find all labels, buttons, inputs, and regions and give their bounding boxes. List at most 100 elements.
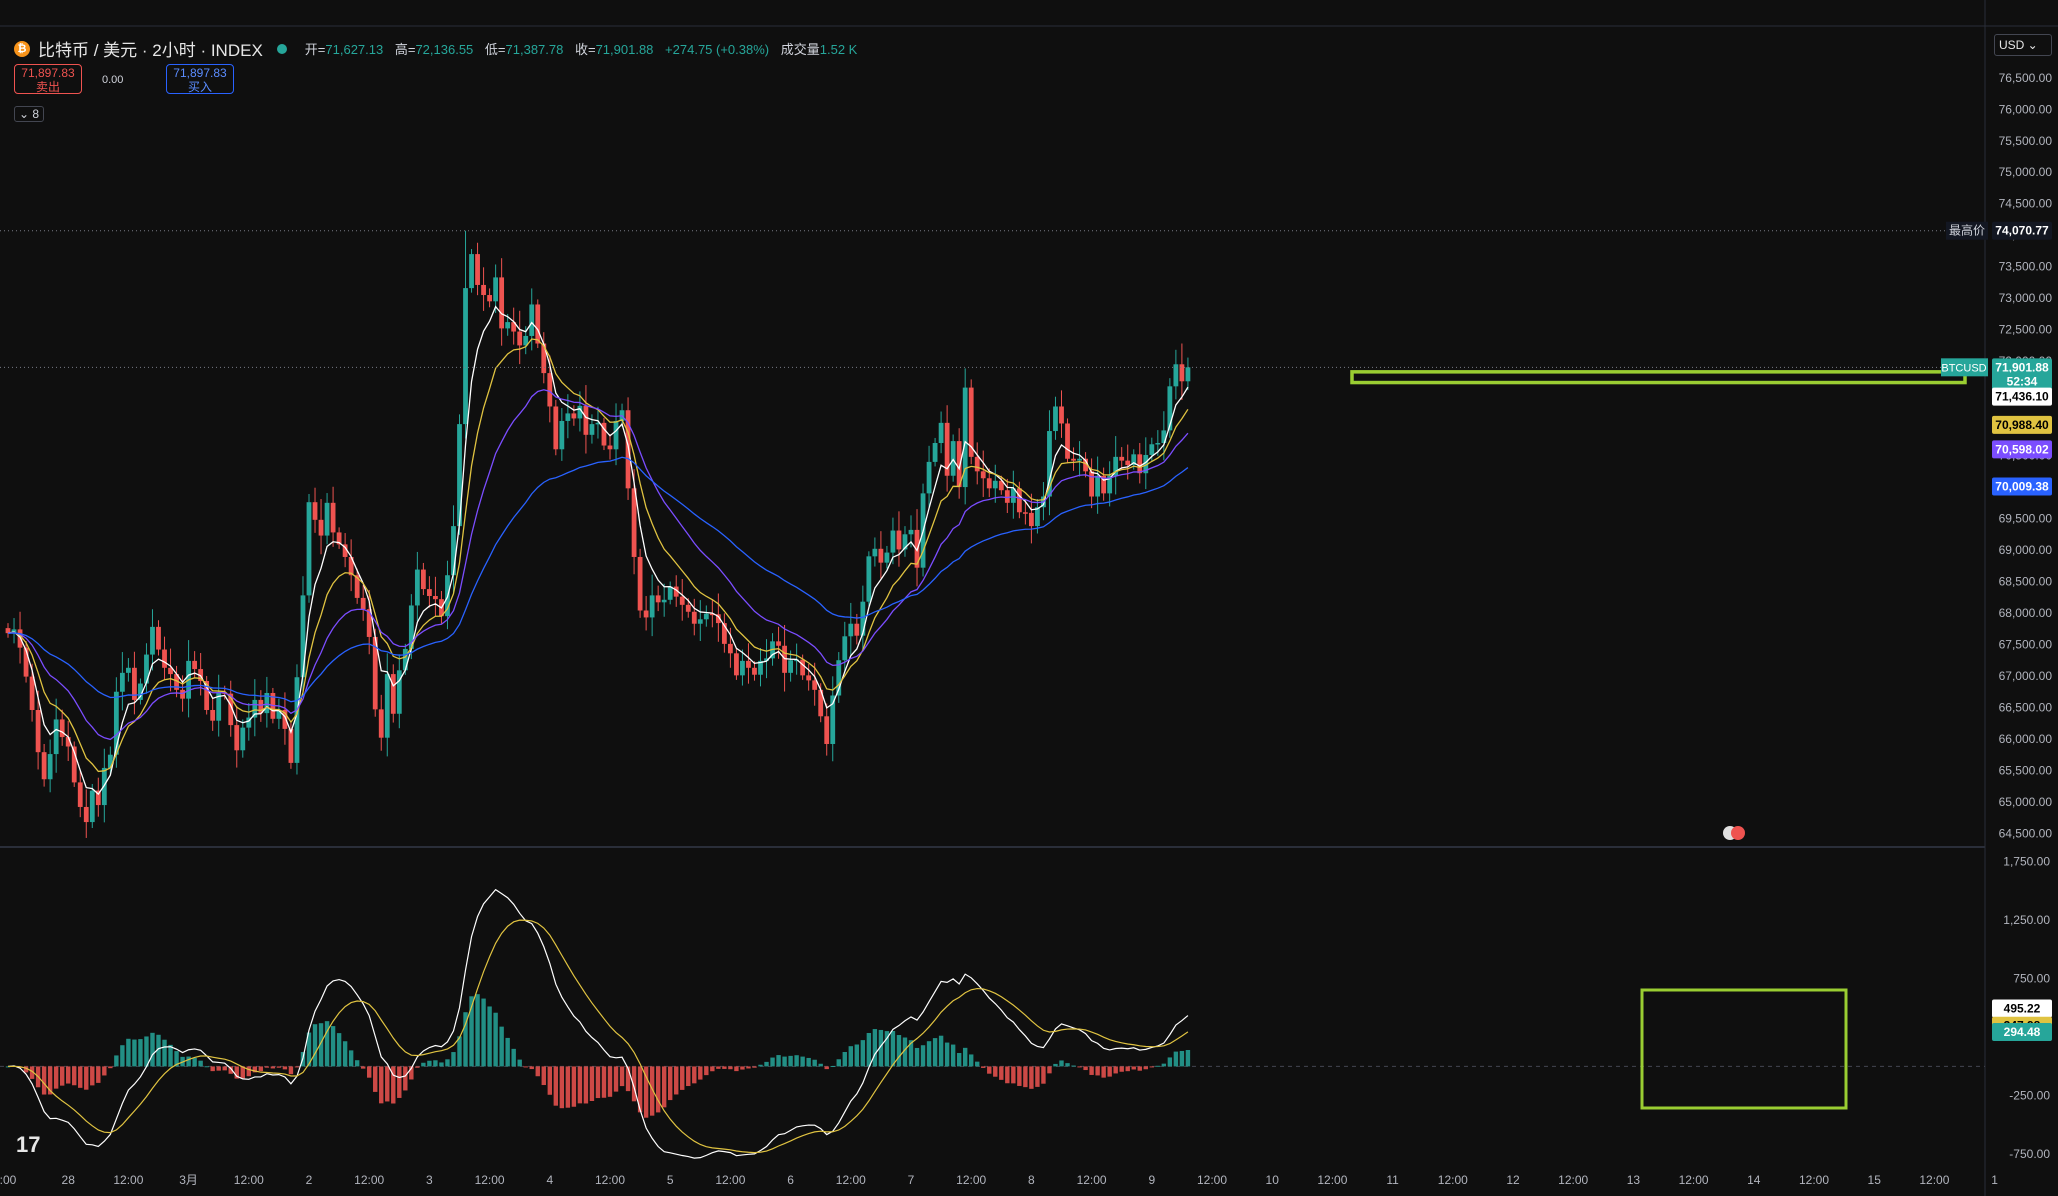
candle-body — [324, 502, 330, 536]
time-tick-label: 6 — [787, 1173, 794, 1187]
time-tick-label: 12:00 — [1317, 1173, 1347, 1187]
macd-histogram-bar — [445, 1059, 450, 1067]
price-tick-label: 66,500.00 — [1999, 700, 2053, 714]
candle-body — [818, 689, 824, 717]
time-tick-label: 12 — [1506, 1173, 1520, 1187]
sell-button[interactable]: 71,897.83 卖出 — [14, 64, 82, 94]
macd-histogram-bar — [812, 1059, 817, 1067]
buy-button[interactable]: 71,897.83 买入 — [166, 64, 234, 94]
macd-histogram-bar — [409, 1066, 414, 1080]
candle-body — [986, 478, 992, 489]
candle-body — [926, 461, 932, 494]
histogram-value-tag-bg — [1992, 1022, 2052, 1041]
macd-highlight-box — [1640, 988, 1848, 1110]
macd-histogram-bar — [710, 1066, 715, 1072]
macd-histogram-bar — [559, 1066, 565, 1109]
last-price-tag-bg — [1992, 358, 2052, 377]
time-tick-label: 5 — [667, 1173, 674, 1187]
macd-histogram-bar — [1029, 1066, 1034, 1089]
time-tick-label: 2 — [306, 1173, 313, 1187]
macd-histogram-bar — [1041, 1066, 1046, 1084]
macd-histogram-bar — [1125, 1066, 1130, 1072]
macd-histogram-bar — [306, 1032, 312, 1067]
candle-body — [1113, 456, 1119, 476]
macd-tick-label: 1,750.00 — [2003, 855, 2050, 869]
macd-histogram-bar — [47, 1066, 53, 1095]
price-axis[interactable]: 76,500.00 76,000.00 75,500.00 75,000.00 74,5… — [1999, 71, 2053, 1161]
macd-histogram-bar — [1053, 1063, 1058, 1067]
candle-body — [577, 405, 583, 419]
macd-histogram-bar — [728, 1066, 733, 1070]
candle-body — [384, 674, 390, 738]
macd-histogram-bar — [595, 1066, 601, 1099]
candle-body — [433, 596, 438, 600]
macd-histogram-bar — [144, 1036, 149, 1067]
candle-body — [457, 424, 462, 527]
candle-body — [613, 420, 619, 450]
macd-histogram-bar — [872, 1029, 878, 1067]
candle-body — [83, 806, 89, 823]
candle-body — [1059, 406, 1064, 424]
candle-body — [836, 660, 842, 696]
macd-histogram-bar — [1161, 1063, 1167, 1067]
time-tick-label: 12:00 — [1558, 1173, 1588, 1187]
macd-histogram-bar — [704, 1066, 709, 1076]
macd-histogram-bar — [84, 1066, 89, 1090]
candle-body — [1167, 386, 1173, 431]
macd-histogram-bar — [613, 1066, 619, 1092]
time-tick-label: 4 — [546, 1173, 553, 1187]
macd-histogram-bar — [1077, 1066, 1082, 1068]
macd-histogram-bar — [764, 1061, 769, 1067]
macd-histogram-bar — [1017, 1066, 1022, 1086]
macd-histogram-bar — [120, 1045, 125, 1067]
change-readout: +274.75 (+0.38%) — [665, 42, 770, 57]
macd-histogram-bar — [210, 1066, 215, 1072]
macd-pane — [0, 888, 1985, 1159]
macd-histogram-bar — [806, 1057, 811, 1067]
macd-histogram-bar — [1149, 1066, 1154, 1068]
macd-histogram-bar — [330, 1026, 336, 1067]
price-tick-label: 73,000.00 — [1999, 291, 2053, 305]
macd-histogram-bar — [373, 1066, 378, 1092]
candle-body — [1125, 460, 1131, 466]
macd-histogram-bar — [397, 1066, 402, 1098]
macd-histogram-bar — [228, 1066, 233, 1074]
candle-body — [150, 626, 155, 655]
macd-histogram-bar — [216, 1066, 221, 1071]
candle-body — [240, 727, 246, 751]
candle-body — [890, 530, 896, 553]
macd-histogram-bar — [415, 1066, 420, 1068]
macd-histogram-bar — [1011, 1066, 1016, 1084]
ma-value-tag: 70,988.40 — [1995, 418, 2049, 432]
macd-histogram-bar — [511, 1048, 516, 1067]
candle-body — [944, 422, 950, 476]
candle-body — [144, 654, 149, 684]
macd-histogram-bar — [782, 1056, 787, 1067]
indicators-toggle[interactable]: ⌄ 8 — [14, 106, 45, 122]
candle-body — [559, 420, 565, 450]
candle-body — [968, 387, 974, 457]
tradingview-logo[interactable]: 17 — [16, 1132, 41, 1157]
candle-body — [1173, 364, 1179, 387]
macd-histogram-bar — [956, 1053, 962, 1067]
macd-histogram-bar — [336, 1033, 342, 1067]
macd-histogram-bar — [1047, 1066, 1052, 1074]
time-axis[interactable]: :00 28 12:00 3月 12:00 2 12:00 3 12:00 4 12:00 5 12:0… — [0, 1173, 1998, 1187]
macd-signal-line — [7, 919, 1189, 1154]
currency-selector[interactable]: USD ⌄ — [1994, 34, 2052, 56]
time-tick-label: 10 — [1266, 1173, 1280, 1187]
macd-histogram-bar — [1089, 1066, 1094, 1075]
candle-body — [288, 728, 294, 763]
macd-histogram-bar — [391, 1066, 396, 1104]
candle-body — [649, 595, 655, 618]
symbol-title[interactable]: 比特币 / 美元 · 2小时 · INDEX — [38, 41, 263, 60]
candle-body — [643, 610, 649, 618]
macd-histogram-bar — [914, 1047, 920, 1067]
candle-body — [264, 692, 270, 714]
macd-histogram-bar — [5, 1066, 11, 1068]
candle-body — [1143, 454, 1149, 474]
macd-histogram-bar — [981, 1066, 986, 1068]
ma-value-tag-bg — [1992, 440, 2052, 459]
macd-histogram-bar — [920, 1045, 926, 1067]
